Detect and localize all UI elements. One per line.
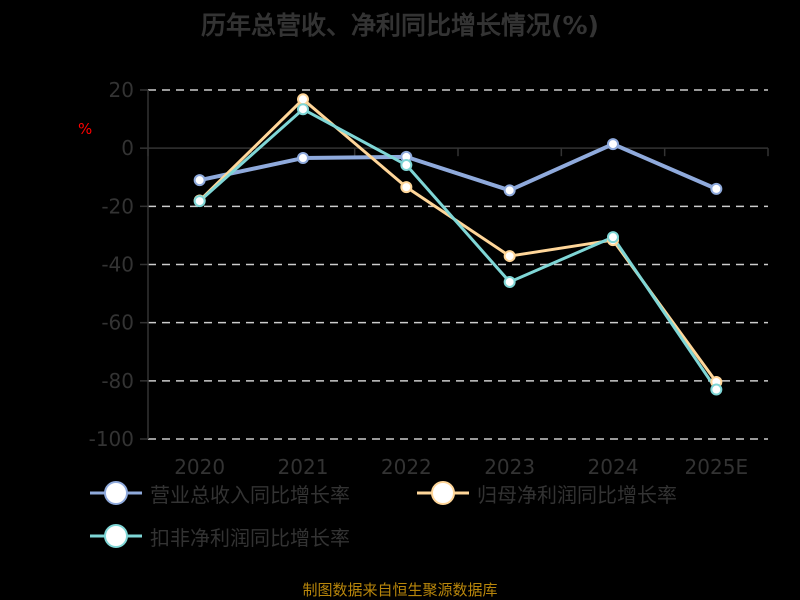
legend-marker-icon	[417, 481, 469, 505]
y-tick-label: 0	[121, 136, 134, 160]
y-tick-label: -40	[101, 253, 134, 277]
data-point[interactable]	[503, 250, 516, 263]
series-line	[199, 142, 718, 193]
data-source-footer: 制图数据来自恒生聚源数据库	[302, 581, 498, 599]
y-tick-label: 20	[109, 78, 134, 102]
data-point[interactable]	[297, 152, 309, 165]
x-tick-label: 2025E	[685, 455, 749, 479]
y-tick-label: -80	[101, 369, 134, 393]
y-axis-unit-label: %	[78, 120, 93, 138]
data-point[interactable]	[607, 138, 619, 151]
x-tick-label: 2020	[174, 455, 225, 479]
data-point[interactable]	[503, 184, 516, 197]
x-tick-label: 2024	[588, 455, 639, 479]
x-tick-label: 2023	[484, 455, 535, 479]
legend-label: 营业总收入同比增长率	[150, 482, 350, 507]
data-point[interactable]	[400, 181, 413, 194]
legend-item-deducted-net-profit[interactable]: 扣非净利润同比增长率	[90, 521, 350, 551]
data-point[interactable]	[710, 383, 723, 396]
legend-item-net-profit[interactable]: 归母净利润同比增长率	[417, 478, 677, 508]
data-point[interactable]	[607, 231, 619, 244]
data-point[interactable]	[710, 182, 723, 195]
legend-item-revenue[interactable]: 营业总收入同比增长率	[90, 478, 350, 508]
legend-label: 归母净利润同比增长率	[477, 482, 677, 507]
legend-marker-icon	[90, 524, 142, 548]
x-tick-label: 2021	[278, 455, 329, 479]
legend-label: 扣非净利润同比增长率	[150, 525, 350, 550]
data-point[interactable]	[193, 195, 206, 208]
y-tick-label: -100	[89, 427, 134, 451]
data-point[interactable]	[297, 93, 309, 106]
legend-marker-icon	[90, 481, 142, 505]
y-tick-label: -60	[101, 311, 134, 335]
data-point[interactable]	[400, 159, 413, 172]
data-point[interactable]	[503, 275, 516, 288]
chart-title: 历年总营收、净利同比增长情况(%)	[201, 11, 599, 40]
x-tick-label: 2022	[381, 455, 432, 479]
data-point[interactable]	[297, 103, 309, 116]
data-point[interactable]	[193, 174, 206, 187]
y-tick-label: -20	[101, 194, 134, 218]
series-line	[198, 107, 718, 391]
series-line	[198, 97, 718, 383]
